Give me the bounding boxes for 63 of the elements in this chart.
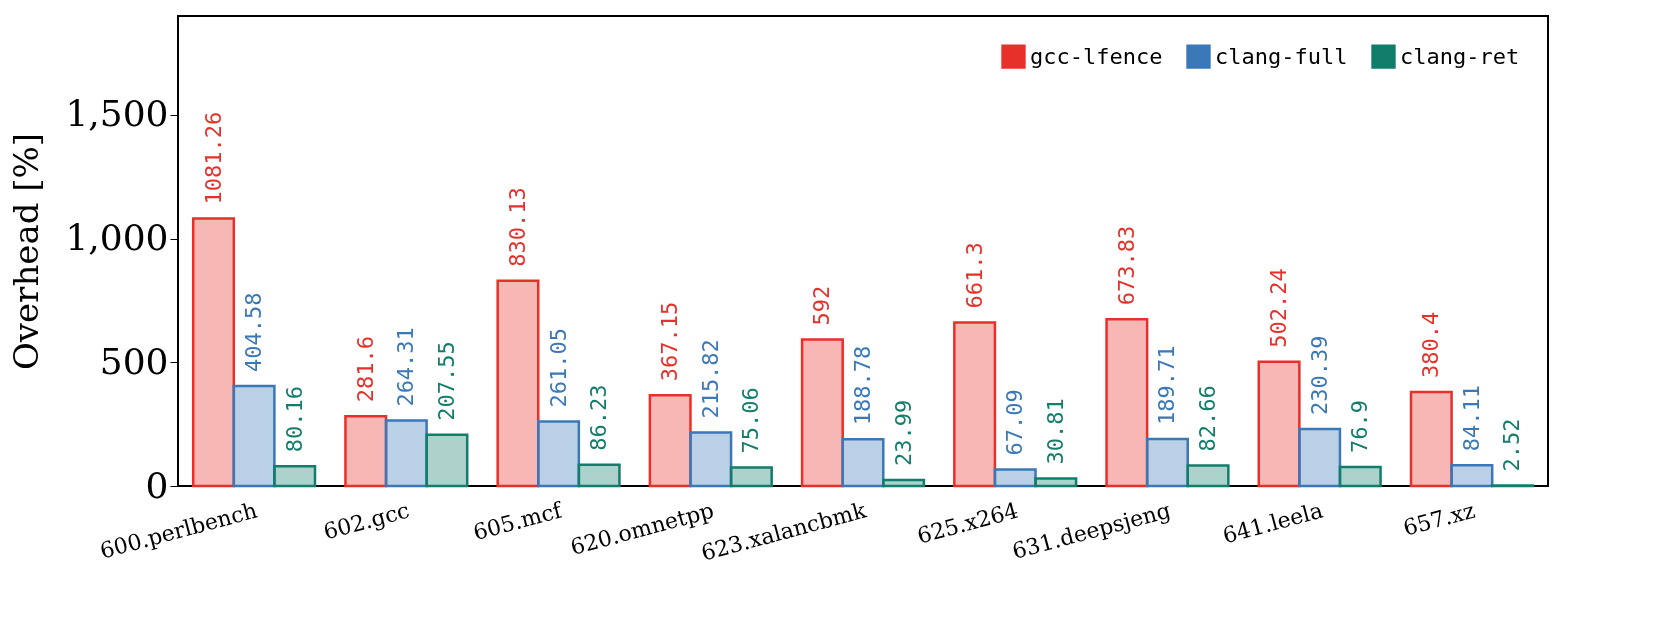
data-label: 830.13 [504,187,530,267]
data-label: 188.78 [850,345,875,426]
data-label: 2.52 [1499,418,1525,472]
bar [1338,465,1382,488]
bar [1257,360,1301,488]
y-tick-label: 500 [99,340,169,382]
data-label: 502.24 [1266,268,1292,348]
data-label: 76.9 [1347,399,1373,453]
data-label: 189.71 [1154,345,1180,426]
data-label: 30.81 [1042,398,1068,465]
data-label: 82.66 [1195,385,1221,452]
data-label: 86.23 [586,384,612,451]
y-axis-title: Overhead [%] [6,132,47,371]
bar [1450,463,1494,488]
bar [273,464,317,488]
bar [1298,427,1342,488]
bar [689,431,733,488]
data-label: 673.83 [1113,225,1139,306]
data-label: 1081.26 [200,111,226,205]
data-label: 23.99 [890,399,916,467]
bar [1145,437,1189,488]
bar [496,279,540,488]
bar [577,463,621,488]
data-label: 404.58 [241,292,267,372]
bar [1186,464,1230,488]
data-label: 661.3 [961,242,987,309]
y-tick-label: 0 [145,464,169,506]
data-label: 215.82 [697,339,723,419]
x-tick-label: 602.gcc [320,497,413,545]
legend-label: clang-full [1215,43,1348,69]
data-label: 207.55 [433,341,459,421]
data-label: 75.06 [738,387,764,454]
data-label: 80.16 [281,385,307,453]
bar [344,415,388,488]
data-label: 261.05 [545,327,571,408]
bar [729,466,773,488]
y-tick-label: 1,500 [65,93,169,135]
bar [1409,390,1453,488]
bar [993,468,1037,488]
data-label: 67.09 [1002,389,1028,456]
bar [537,420,581,488]
bar [1034,477,1078,488]
bar [232,384,276,488]
bar [953,321,997,488]
data-label: 380.4 [1418,311,1444,378]
data-label: 281.6 [352,336,378,403]
bar [800,338,844,488]
data-label: 264.31 [393,327,419,407]
legend-label: clang-ret [1400,43,1520,69]
bar [384,419,428,488]
bar [648,393,692,488]
bar [882,478,926,488]
bar [191,217,236,488]
bar [425,433,469,488]
y-tick-label: 1,000 [65,217,169,259]
bar [1105,318,1149,488]
data-label: 84.11 [1458,384,1484,452]
data-label: 367.15 [657,301,683,382]
data-label: 230.39 [1306,335,1332,416]
bar [841,438,885,488]
legend-label: gcc-lfence [1030,43,1163,69]
data-label: 592 [809,285,835,326]
x-tick-label: 657.xz [1400,497,1478,541]
